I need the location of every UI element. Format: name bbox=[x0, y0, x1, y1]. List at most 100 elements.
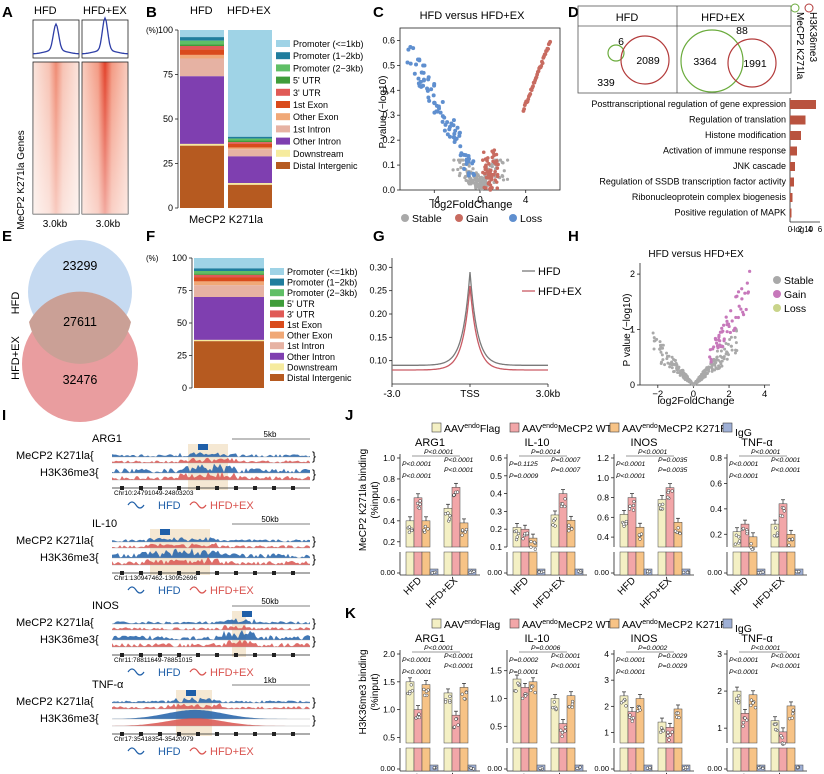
point-stable bbox=[459, 165, 463, 170]
p-value: P=0.0035 bbox=[658, 457, 688, 464]
exon bbox=[272, 571, 276, 575]
bar-segment bbox=[194, 339, 264, 342]
signal-track bbox=[112, 463, 310, 473]
panel-b: 0 25 50 75 100 Promoter (<=1kb) Promoter (1−2k… bbox=[158, 25, 364, 213]
bar-lower bbox=[405, 747, 415, 772]
data-point bbox=[576, 569, 581, 573]
point-loss bbox=[462, 166, 467, 171]
data-point bbox=[559, 728, 563, 732]
data-point bbox=[661, 729, 665, 733]
exon bbox=[215, 653, 219, 657]
point-stable bbox=[663, 363, 667, 367]
legend-label: 5' UTR bbox=[287, 299, 315, 309]
data-point bbox=[622, 522, 626, 526]
data-point bbox=[410, 528, 414, 533]
legend-circle-red bbox=[804, 3, 814, 13]
data-point bbox=[570, 527, 574, 531]
genomic-coordinate: Chr17:35418354-35420979 bbox=[114, 736, 194, 743]
legend-dot bbox=[773, 304, 781, 312]
panel-a bbox=[32, 16, 129, 215]
point-gain bbox=[748, 269, 752, 273]
p-value: P<0.0001 bbox=[729, 473, 759, 480]
bar-lower bbox=[673, 551, 683, 576]
point-loss bbox=[445, 132, 450, 137]
legend-circle-green bbox=[790, 3, 800, 13]
bar-lower bbox=[770, 747, 780, 772]
bar bbox=[619, 514, 629, 548]
point-loss bbox=[440, 100, 445, 105]
point-gain bbox=[487, 162, 491, 166]
point-stable bbox=[670, 355, 674, 359]
data-point bbox=[639, 532, 644, 536]
point-gain bbox=[714, 338, 718, 342]
data-point bbox=[560, 731, 565, 735]
point-loss bbox=[442, 115, 447, 120]
bar-lower bbox=[520, 747, 530, 772]
point-stable bbox=[467, 181, 471, 185]
y-tick-label: 1.0 bbox=[383, 705, 395, 715]
data-point bbox=[737, 535, 741, 539]
p-value: P<0.0001 bbox=[444, 467, 474, 474]
bar-lower bbox=[550, 551, 560, 576]
point-stable bbox=[456, 158, 461, 162]
data-point bbox=[407, 530, 412, 534]
venn-count: 6 bbox=[618, 36, 624, 48]
legend-label: 3' UTR bbox=[293, 88, 321, 98]
data-point bbox=[541, 569, 546, 573]
bar-segment bbox=[228, 147, 272, 150]
exon bbox=[272, 486, 276, 490]
venn-circle-green bbox=[607, 44, 625, 62]
x-tick-label: 4 bbox=[523, 195, 529, 206]
bar-segment bbox=[194, 341, 264, 388]
point-gain bbox=[712, 345, 716, 349]
exon bbox=[234, 486, 238, 490]
bar-lower bbox=[421, 551, 431, 576]
p-value: P<0.0001 bbox=[424, 449, 454, 456]
exon bbox=[291, 486, 295, 490]
data-point bbox=[631, 503, 636, 508]
group-label: HFD bbox=[616, 575, 638, 597]
panel-letter-b: B bbox=[146, 4, 157, 21]
exon bbox=[253, 732, 257, 736]
locus-legend: HFD HFD+EX bbox=[127, 667, 254, 679]
bar-lower bbox=[443, 551, 453, 576]
y-tick-label: 75 bbox=[163, 70, 173, 80]
data-point bbox=[443, 700, 448, 704]
data-point bbox=[796, 765, 800, 769]
signal-track bbox=[112, 703, 310, 709]
data-point bbox=[666, 495, 670, 499]
data-point bbox=[521, 537, 525, 541]
point-loss bbox=[466, 173, 471, 178]
point-gain bbox=[725, 330, 729, 334]
data-point bbox=[670, 730, 674, 734]
y-tick-label: 3 bbox=[604, 675, 609, 685]
p-value: P=0.0001 bbox=[509, 669, 539, 676]
data-point bbox=[787, 538, 791, 542]
venn-count: 27611 bbox=[63, 315, 97, 329]
legend-wave-hfd bbox=[127, 501, 145, 509]
p-value: P=0.0014 bbox=[531, 449, 561, 456]
panel-a-col-ex: HFD+EX bbox=[83, 5, 127, 17]
point-stable bbox=[661, 358, 665, 362]
legend-swatch bbox=[276, 125, 290, 133]
y-tick-label: 0.5 bbox=[490, 721, 502, 731]
point-stable bbox=[463, 174, 468, 179]
y-tick-label: 0.2 bbox=[490, 524, 502, 534]
data-point bbox=[670, 489, 674, 493]
panel-h-ylabel: P value (−log10) bbox=[622, 294, 633, 367]
data-point bbox=[737, 539, 742, 543]
bar bbox=[421, 520, 431, 548]
legend-swatch bbox=[270, 310, 284, 318]
data-point bbox=[666, 734, 670, 738]
data-point bbox=[761, 766, 765, 770]
p-value: P=0.0002 bbox=[638, 645, 668, 652]
point-stable bbox=[730, 348, 734, 352]
p-value: P<0.0001 bbox=[444, 663, 474, 670]
bar-segment bbox=[228, 143, 272, 148]
y-tick-label: 0.4 bbox=[383, 516, 395, 526]
p-value: P<0.0001 bbox=[424, 645, 454, 652]
legend-wave-hfd bbox=[127, 586, 145, 594]
gene-title: TNF-α bbox=[741, 437, 773, 449]
profile-line bbox=[392, 271, 548, 366]
point-gain bbox=[491, 151, 496, 155]
